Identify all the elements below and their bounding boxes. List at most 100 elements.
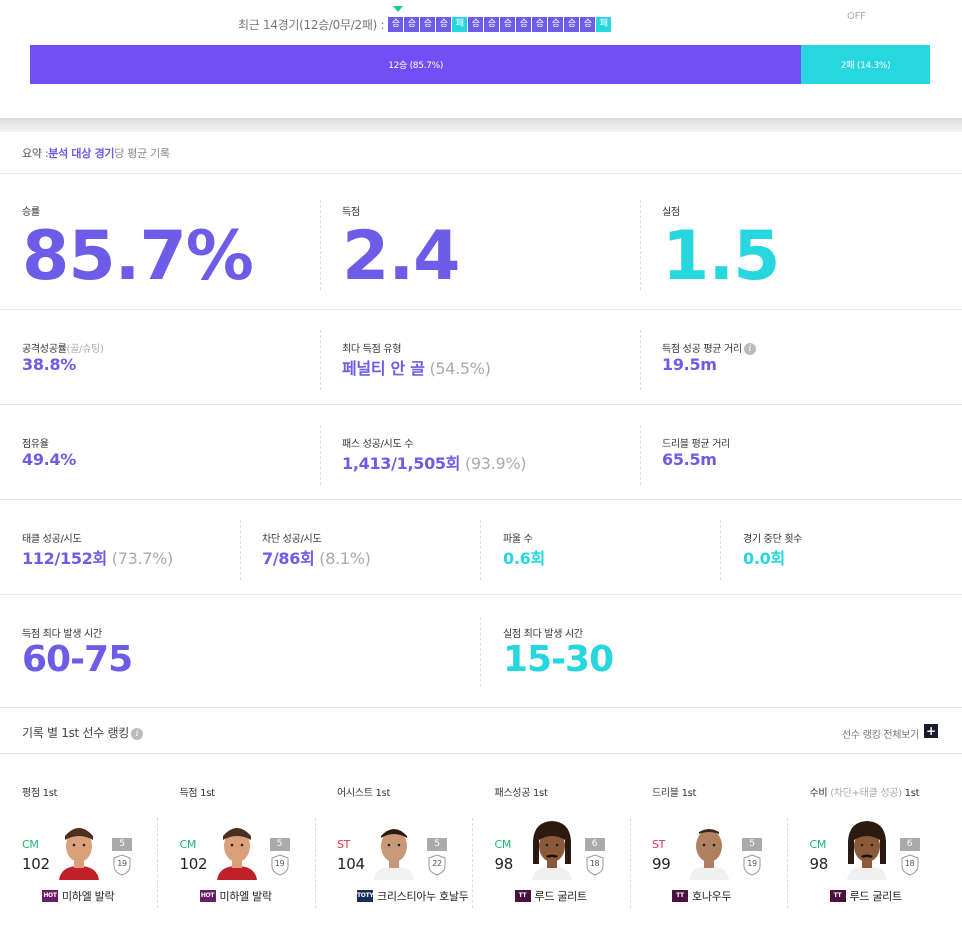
current-match-marker xyxy=(393,6,403,12)
stats-row-2: 공격성공률(골/슈팅) 38.8% 최다 득점 유형 페널티 안 골 (54.5… xyxy=(0,310,962,405)
goal-time-label: 득점 최다 발생 시간 xyxy=(22,629,102,640)
win-segment-label: 12승 (85.7%) xyxy=(388,61,444,71)
fouls-label: 파울 수 xyxy=(503,534,533,545)
player-name: 미하엘 발락 xyxy=(62,890,115,903)
divider xyxy=(787,818,788,908)
divider xyxy=(320,200,321,290)
player-position: CM xyxy=(809,838,827,851)
match-result-badge: 승 xyxy=(548,16,564,32)
enhance-level-badge: 6 xyxy=(584,838,605,851)
player-face-icon[interactable] xyxy=(213,816,261,880)
conceded-value: 1.5 xyxy=(662,217,780,296)
summary-highlight: 분석 대상 경기 xyxy=(48,146,115,160)
player-level: 22 xyxy=(432,859,442,868)
player-rank-card[interactable]: 득점 1st CM 102 5 19 HOT 미하엘 발락 xyxy=(158,754,316,928)
divider xyxy=(640,425,641,485)
player-rank-card[interactable]: 어시스트 1st ST 104 5 22 TOTY 크리스티아누 호날두 xyxy=(315,754,473,928)
loss-segment: 2패 (14.3%) xyxy=(801,45,930,84)
player-name: 호나우두 xyxy=(692,890,732,903)
player-face-icon[interactable] xyxy=(370,816,418,880)
block-value: 7/86회 (8.1%) xyxy=(262,549,371,568)
match-result-badge: 승 xyxy=(516,16,532,32)
player-level-shield-icon: 19 xyxy=(742,854,762,876)
info-icon[interactable]: i xyxy=(130,727,143,740)
summary-suffix: 당 평균 기록 xyxy=(114,146,170,160)
divider xyxy=(720,520,721,580)
enhance-level-badge: 5 xyxy=(269,838,290,851)
possession-value: 49.4% xyxy=(22,450,77,469)
divider xyxy=(157,818,158,908)
goals-value: 2.4 xyxy=(342,217,460,296)
stoppages-label: 경기 중단 횟수 xyxy=(743,534,803,545)
divider xyxy=(629,818,631,908)
conceded-label: 실점 xyxy=(662,207,680,218)
stats-row-4: 태클 성공/시도 112/152회 (73.7%) 차단 성공/시도 7/86회… xyxy=(0,500,962,595)
player-face-icon[interactable] xyxy=(685,816,733,880)
enhance-level-badge: 5 xyxy=(112,838,132,851)
enhance-level-badge: 5 xyxy=(427,838,447,851)
win-loss-bar: 12승 (85.7%) 2패 (14.3%) xyxy=(30,45,930,84)
stats-row-main: 승률 85.7% 득점 2.4 실점 1.5 xyxy=(0,175,962,310)
divider xyxy=(480,617,481,687)
match-result-badge: 승 xyxy=(436,16,452,32)
player-ovr: 104 xyxy=(337,855,365,873)
divider xyxy=(240,520,241,580)
season-badge-icon: TT xyxy=(672,890,688,902)
player-rank-card[interactable]: 드리블 1st ST 99 5 19 TT 호나우두 xyxy=(630,754,788,928)
player-level-shield-icon: 18 xyxy=(585,854,605,876)
player-position: CM xyxy=(179,838,197,851)
player-position: CM xyxy=(22,838,39,851)
pass-value: 1,413/1,505회 (93.9%) xyxy=(342,454,527,473)
player-level-shield-icon: 19 xyxy=(112,854,132,876)
view-all-ranking-link[interactable]: 선수 랭킹 전체보기 xyxy=(842,730,919,741)
rank-category: 어시스트 1st xyxy=(337,788,391,799)
recent-matches-label: 최근 14경기(12승/0무/2패) : xyxy=(238,17,385,32)
toggle-off-label[interactable]: OFF xyxy=(847,11,866,22)
player-position: ST xyxy=(337,838,351,851)
plus-icon[interactable]: + xyxy=(924,724,938,738)
match-result-badge: 승 xyxy=(388,16,404,32)
section-divider xyxy=(0,118,962,132)
player-ovr: 102 xyxy=(179,855,208,873)
player-position: ST xyxy=(652,838,666,851)
season-badge-icon: TT xyxy=(829,890,846,902)
top-goal-type-value: 페널티 안 골 (54.5%) xyxy=(342,359,491,378)
block-label: 차단 성공/시도 xyxy=(262,534,322,545)
player-rank-card[interactable]: 평점 1st CM 102 5 19 HOT 미하엘 발락 xyxy=(0,754,158,928)
match-result-badge: 승 xyxy=(500,16,516,32)
dribble-distance-value: 65.5m xyxy=(662,450,717,469)
player-face-icon[interactable] xyxy=(55,816,103,880)
possession-label: 점유율 xyxy=(22,439,49,450)
player-name-row: TT 루드 굴리트 xyxy=(829,888,902,904)
divider xyxy=(640,330,641,390)
player-rank-card[interactable]: 수비 (차단+태클 성공) 1st CM 98 6 18 TT 루드 굴리트 xyxy=(788,754,945,928)
season-badge-icon: TT xyxy=(514,890,531,902)
info-icon[interactable]: i xyxy=(743,343,756,355)
fouls-value: 0.6회 xyxy=(503,549,545,568)
player-level-shield-icon: 19 xyxy=(270,854,290,876)
summary-header: 요약 : 분석 대상 경기 당 평균 기록 xyxy=(0,132,962,174)
match-result-badge: 승 xyxy=(404,16,420,32)
goal-distance-value: 19.5m xyxy=(662,355,717,374)
player-ovr: 98 xyxy=(494,855,514,873)
pass-label: 패스 성공/시도 수 xyxy=(342,439,414,450)
dribble-distance-label: 드리블 평균 거리 xyxy=(662,439,731,450)
player-face-icon[interactable] xyxy=(843,816,891,880)
player-name-row: TOTY 크리스티아누 호날두 xyxy=(357,888,469,904)
divider xyxy=(320,330,321,390)
divider xyxy=(640,200,641,290)
player-face-icon[interactable] xyxy=(528,816,576,880)
player-position: CM xyxy=(494,838,512,851)
player-name-row: HOT 미하엘 발락 xyxy=(42,888,115,904)
player-rank-card[interactable]: 패스성공 1st CM 98 6 18 TT 루드 굴리트 xyxy=(473,754,631,928)
player-level: 18 xyxy=(589,859,600,868)
player-level: 18 xyxy=(904,859,915,868)
player-level-shield-icon: 18 xyxy=(900,854,920,876)
match-result-badge: 승 xyxy=(468,16,484,32)
concede-time-value: 15-30 xyxy=(503,639,614,680)
attack-success-label: 공격성공률(골/슈팅) xyxy=(22,344,104,355)
player-level-shield-icon: 22 xyxy=(427,854,447,876)
goals-label: 득점 xyxy=(342,207,360,218)
